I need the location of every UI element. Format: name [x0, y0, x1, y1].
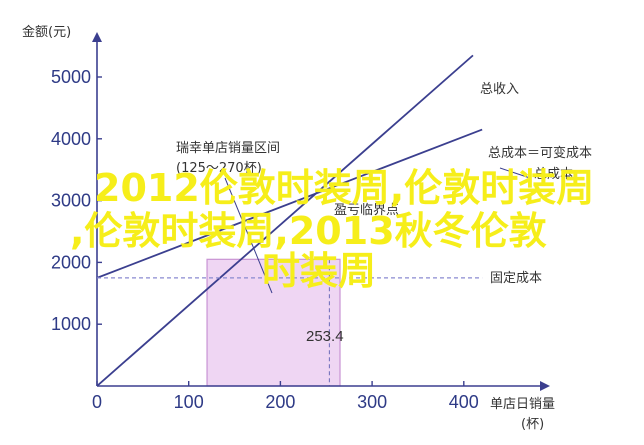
legend-fixed-cost: 固定成本 [490, 271, 542, 286]
region-annotation-title: 瑞幸单店销量区间 [176, 141, 280, 156]
y-tick-label: 1000 [51, 314, 91, 334]
sales-range-rect [206, 258, 341, 387]
x-tick-label: 0 [92, 392, 102, 412]
y-tick-label: 3000 [51, 191, 91, 211]
x-axis-title-unit: (杯) [521, 417, 544, 432]
y-tick-label: 2000 [51, 252, 91, 272]
series-total-cost [96, 128, 483, 279]
legend-total-revenue: 总收入 [480, 82, 519, 97]
y-tick-label: 4000 [51, 129, 91, 149]
y-axis-title: 金额(元) [22, 24, 71, 40]
x-tick-label: 100 [174, 392, 204, 412]
overlay-line-2: ,伦敦时装周,2013秋冬伦敦 [70, 209, 547, 253]
total-cost-annotation: 总成本 [534, 167, 573, 182]
x-tick-label: 200 [265, 392, 295, 412]
overlay-line-1: 2012伦敦时装周,伦敦时装周 [94, 166, 594, 210]
total-cost-leader-line [499, 167, 531, 179]
overlay-watermark: 2012伦敦时装周,伦敦时装周 ,伦敦时装周,2013秋冬伦敦 时装周 [70, 166, 594, 293]
region-annotation-range: (125～270杯) [176, 161, 262, 176]
x-axis-title: 单店日销量 [490, 397, 555, 412]
breakeven-value-label: 253.4 [306, 328, 344, 345]
chart-text: 金额(元) 单店日销量 (杯) 总收入 总成本＝可变成本 固定成本 瑞幸单店销量… [22, 24, 592, 432]
x-axis-arrow [540, 381, 550, 391]
region-leader-line [224, 177, 273, 294]
axes: 0 100 200 300 400 1000 2000 3000 4000 5000 [51, 32, 550, 412]
x-tick-label: 400 [449, 392, 479, 412]
sales-range-region [206, 258, 341, 387]
x-tick-label: 300 [357, 392, 387, 412]
series-lines [96, 54, 531, 387]
y-axis-arrow [92, 32, 102, 42]
series-total-revenue [96, 54, 474, 387]
overlay-line-3: 时装周 [262, 249, 376, 293]
legend-total-cost: 总成本＝可变成本 [488, 145, 592, 161]
breakeven-annotation: 盈亏临界点 [334, 203, 399, 218]
y-tick-label: 5000 [51, 67, 91, 87]
